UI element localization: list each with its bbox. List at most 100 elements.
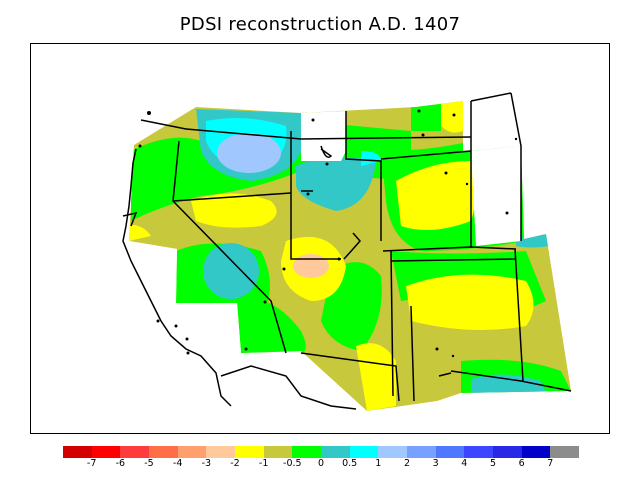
- colorbar-tick-label: 4: [461, 458, 468, 469]
- lake-3: [311, 118, 315, 122]
- border-ut-tick: [343, 232, 361, 260]
- mask-north-dakota: [471, 91, 521, 151]
- colorbar-swatch-13: [435, 446, 465, 458]
- flathead-lake: [320, 145, 333, 158]
- mask-south-dakota: [471, 146, 521, 246]
- border-ca-nv: [172, 140, 287, 354]
- island-3: [185, 337, 189, 341]
- colorbar-swatch-16: [521, 446, 551, 458]
- lake-13: [282, 267, 286, 271]
- colorbar-swatch-2: [120, 446, 150, 458]
- border-nm-tx: [410, 305, 415, 402]
- water-features: [138, 109, 518, 358]
- colorbar-swatch-1: [91, 446, 121, 458]
- mask-california-coast: [129, 241, 241, 353]
- border-ok-tx: [450, 370, 572, 392]
- colorbar-tick-label: -2: [230, 458, 240, 469]
- lake-12: [306, 192, 310, 196]
- island-4: [186, 351, 190, 355]
- colorbar-swatch-9: [321, 446, 350, 458]
- lake-2: [138, 144, 142, 148]
- colorbar-tick-label: 0: [317, 458, 325, 469]
- border-co-nm: [390, 258, 517, 262]
- colorbar-swatch-15: [493, 446, 522, 458]
- colorbar-tick-label: -1: [258, 458, 269, 469]
- gulf-coastline: [220, 365, 357, 410]
- colorbar-swatch-14: [464, 446, 494, 458]
- colorbar-tick-label: 1: [375, 458, 382, 469]
- green-socal-region: [237, 299, 306, 353]
- colorbar-tick-label: -3: [201, 458, 212, 469]
- colorbar-swatch-4: [177, 446, 207, 458]
- border-mn: [510, 92, 522, 241]
- border-or-ca: [172, 192, 292, 202]
- colorbar-swatch-3: [149, 446, 178, 458]
- colorbar-tick-label: 3: [432, 458, 439, 469]
- teal-idaho-region: [296, 157, 376, 211]
- lake-8: [421, 133, 425, 137]
- green-montana-patch: [411, 101, 441, 131]
- mask-north-idaho: [301, 111, 346, 161]
- yellow-wyoming-region: [396, 161, 476, 230]
- border-mt-id: [345, 111, 382, 241]
- border-ne: [470, 92, 512, 102]
- mask-areas: [129, 91, 521, 353]
- colorbar-swatch-7: [263, 446, 293, 458]
- colorbar-tick-label: 5: [489, 458, 497, 469]
- colorbar-swatch-11: [378, 446, 408, 458]
- pacific-coastline: [122, 148, 232, 407]
- colorbar-swatch-12: [407, 446, 436, 458]
- yellow-coast-patch: [129, 224, 151, 241]
- border-mt-wy: [380, 150, 472, 160]
- lake-4: [325, 162, 329, 166]
- colorbar-tick-label: -0.5: [283, 458, 302, 469]
- colorbar-tick-label: -6: [115, 458, 126, 469]
- lake-6: [452, 113, 456, 117]
- border-ks-ok: [514, 248, 524, 382]
- lake-7: [444, 171, 448, 175]
- border-id-nv-ut: [290, 131, 341, 260]
- colorbar-tick-label: 7: [547, 458, 554, 469]
- colorbar-tick-label: 2: [403, 458, 411, 469]
- colorbar-swatch-10: [349, 446, 379, 458]
- lake-9: [505, 211, 509, 215]
- lake-15: [435, 347, 439, 351]
- colorbar-swatch-5: [206, 446, 236, 458]
- colorbar-tick-label: -7: [86, 458, 97, 469]
- border-tx-stub: [438, 372, 452, 377]
- lake-16: [451, 354, 455, 358]
- us-canada-border: [185, 128, 472, 140]
- colorbar-tick-label: -5: [144, 458, 154, 469]
- lake-11: [514, 137, 518, 141]
- map-frame: [30, 43, 610, 434]
- island-2: [174, 324, 178, 328]
- border-az-mexico: [300, 352, 400, 402]
- map-title: PDSI reconstruction A.D. 1407: [179, 14, 461, 35]
- colorbar-swatch-6: [235, 446, 264, 458]
- yellow-montana-patch: [441, 101, 463, 133]
- island-5: [244, 347, 248, 351]
- cyan-montana-patch: [361, 151, 381, 166]
- colorbar-swatch-8: [292, 446, 322, 458]
- yellow-oregon-region: [191, 193, 277, 228]
- island-1: [156, 319, 160, 323]
- sf-bay: [122, 211, 138, 227]
- lake-10: [465, 182, 469, 186]
- pdsi-map: [122, 91, 572, 411]
- colorbar-tick-label: -4: [172, 458, 183, 469]
- teal-nevada-region: [203, 243, 259, 299]
- lightblue-washington-region: [217, 133, 281, 173]
- yellow-colorado-region: [406, 274, 534, 330]
- teal-nebraska-patch: [516, 234, 549, 248]
- yellow-arizona-south-region: [356, 343, 396, 411]
- lake-1: [147, 111, 151, 115]
- colorbar-swatch-17: [550, 446, 580, 458]
- colorbar-tick-label: 0.5: [342, 458, 358, 469]
- colorbar-tick-label: 6: [518, 458, 525, 469]
- borders: [122, 92, 572, 410]
- border-ut-co-az-nm: [390, 250, 394, 397]
- colorbar-swatch-0: [63, 446, 92, 458]
- border-wy-co: [382, 246, 517, 252]
- lake-17: [263, 300, 267, 304]
- canada-border-west: [140, 119, 187, 130]
